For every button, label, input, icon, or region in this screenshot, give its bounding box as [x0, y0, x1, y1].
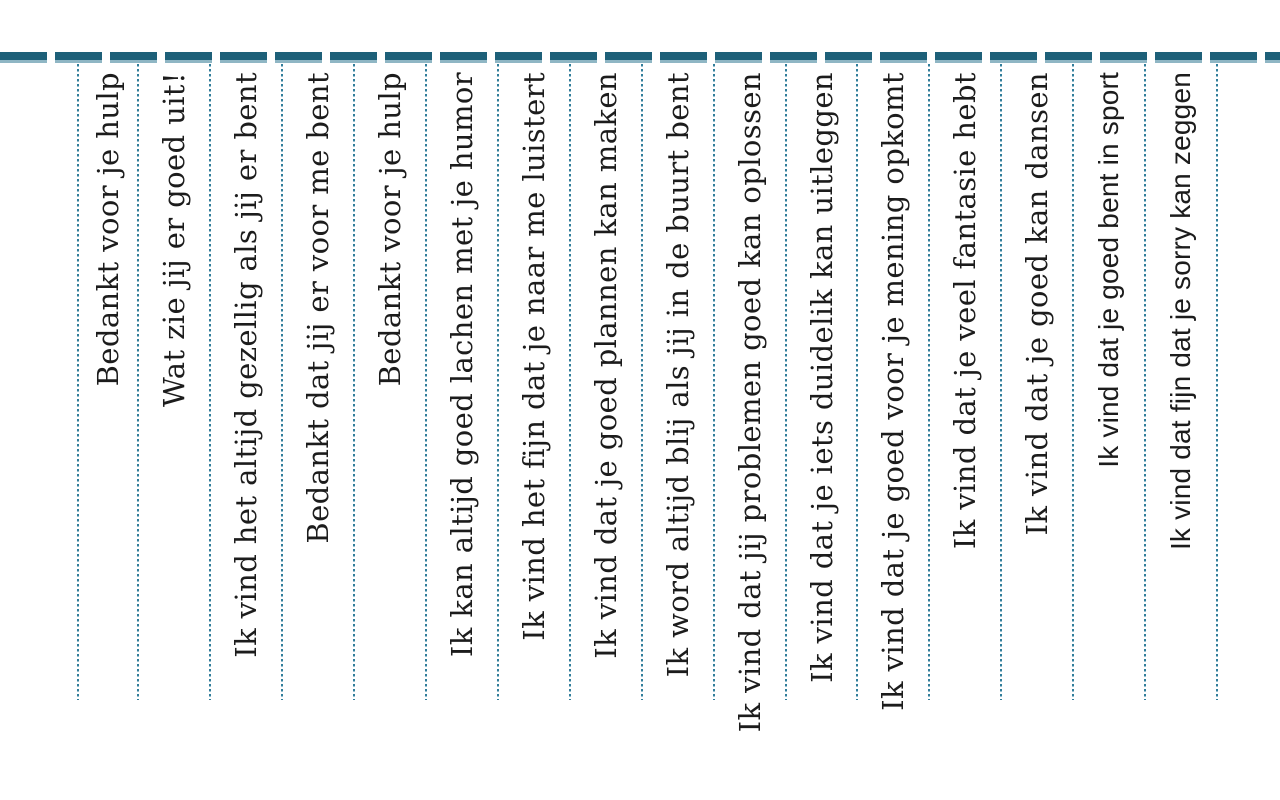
dotted-fold-line	[999, 64, 1003, 700]
compliment-phrase: Bedankt voor je hulp	[373, 72, 407, 387]
compliment-phrase: Ik vind dat je goed kan dansen	[1020, 72, 1054, 536]
compliment-phrase: Bedankt voor je hulp	[91, 72, 125, 387]
dotted-fold-line	[784, 64, 788, 700]
dotted-fold-line	[496, 64, 500, 700]
dotted-fold-line	[1071, 64, 1075, 700]
compliment-phrase: Ik vind het fijn dat je naar me luistert	[517, 72, 551, 641]
dotted-fold-line	[280, 64, 284, 700]
dotted-fold-line	[352, 64, 356, 700]
dotted-fold-line	[640, 64, 644, 700]
compliment-phrase: Ik vind dat jij problemen goed kan oplos…	[733, 72, 767, 733]
compliment-phrase: Bedankt dat jij er voor me bent	[301, 72, 335, 544]
dotted-fold-line	[76, 64, 80, 700]
compliment-phrase: Ik word altijd blij als jij in de buurt …	[661, 72, 695, 678]
dotted-fold-line	[712, 64, 716, 700]
dotted-fold-line	[1143, 64, 1147, 700]
compliment-phrase: Wat zie jij er goed uit!	[157, 72, 191, 407]
compliment-phrase: Ik vind dat je goed plannen kan maken	[589, 72, 623, 659]
dashed-cut-line	[0, 52, 1280, 60]
dotted-fold-line	[568, 64, 572, 700]
compliment-phrase: Ik vind dat je goed voor je mening opkom…	[876, 72, 910, 711]
compliment-phrase: Ik kan altijd goed lachen met je humor	[445, 72, 479, 658]
dotted-fold-line	[927, 64, 931, 700]
compliment-phrase: Ik vind het altijd gezellig als jij er b…	[229, 72, 263, 658]
compliment-phrase: Ik vind dat je veel fantasie hebt	[948, 72, 982, 550]
dotted-fold-line	[1215, 64, 1219, 700]
compliment-phrase: Ik vind dat fijn dat je sorry kan zeggen	[1165, 72, 1196, 551]
compliment-phrase: Ik vind dat je iets duidelik kan uitlegg…	[804, 72, 839, 683]
dotted-fold-line	[855, 64, 859, 700]
dotted-fold-line	[136, 64, 140, 700]
dotted-fold-line	[424, 64, 428, 700]
compliment-phrase: Ik vind dat je goed bent in sport	[1093, 72, 1124, 468]
dotted-fold-line	[208, 64, 212, 700]
dashed-cut-line-highlight	[0, 60, 1280, 63]
